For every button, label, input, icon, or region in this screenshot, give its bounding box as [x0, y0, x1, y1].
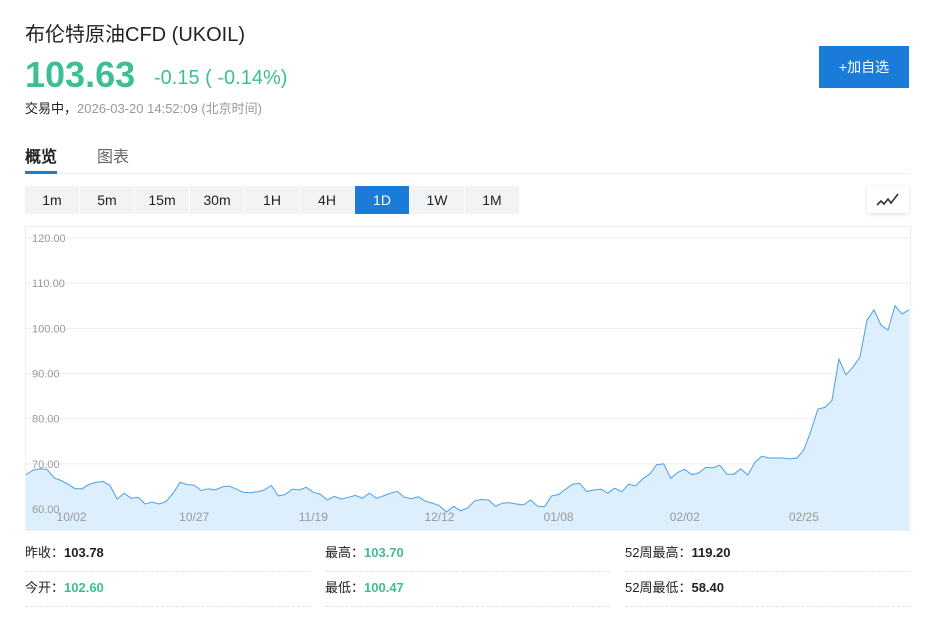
stat-label: 最低： [325, 580, 365, 595]
trading-status: 交易中，2026-03-20 14:52:09 (北京时间) [25, 98, 262, 117]
stat-value: 102.60 [64, 580, 104, 595]
stat-item: 52周最高：119.20 [625, 538, 910, 572]
stat-label: 52周最高： [625, 545, 692, 560]
price-change: -0.15 ( -0.14%) [154, 67, 288, 89]
y-tick-label: 80.00 [32, 414, 60, 426]
status-label: 交易中， [25, 101, 78, 116]
y-tick-label: 90.00 [32, 369, 60, 381]
period-1m[interactable]: 1m [25, 186, 80, 214]
period-selector: 1m 5m 15m 30m 1H 4H 1D 1W 1M [25, 186, 520, 214]
stat-item: 昨收：103.78 [25, 538, 310, 572]
line-chart-icon [876, 193, 899, 206]
stat-value: 58.40 [691, 580, 725, 595]
x-tick-label: 12/12 [424, 510, 454, 524]
stat-label: 今开： [25, 580, 65, 595]
price-chart-svg: 120.00110.00100.0090.0080.0070.0060.0010… [25, 233, 938, 530]
x-tick-label: 01/08 [544, 510, 574, 524]
tab-bar: 概览 图表 [25, 140, 909, 174]
chart-type-button[interactable] [867, 186, 909, 213]
x-tick-label: 02/25 [789, 510, 819, 524]
price-area [26, 305, 909, 530]
price-line [25, 304, 910, 513]
period-1M[interactable]: 1M [465, 186, 520, 214]
x-tick-label: 11/19 [299, 510, 328, 524]
stat-label: 昨收： [25, 545, 65, 560]
stat-item: 最高：103.70 [325, 538, 610, 572]
price-chart[interactable]: 120.00 110.00 100.00 90.00 80.00 70.00 60.00 10… [25, 226, 938, 531]
stat-value: 119.20 [691, 545, 731, 560]
period-30m[interactable]: 30m [190, 186, 245, 214]
stat-value: 100.47 [364, 580, 404, 595]
x-tick-label: 02/02 [670, 510, 700, 524]
tab-overview[interactable]: 概览 [25, 143, 58, 174]
stat-label: 52周最低： [625, 580, 692, 595]
period-4H[interactable]: 4H [300, 186, 355, 214]
stat-label: 最高： [325, 545, 365, 560]
period-1D[interactable]: 1D [355, 186, 410, 214]
x-tick-label: 10/27 [179, 510, 209, 524]
period-5m[interactable]: 5m [80, 186, 135, 214]
period-15m[interactable]: 15m [135, 186, 190, 214]
timestamp: 2026-03-20 14:52:09 (北京时间) [77, 101, 262, 116]
stat-item: 今开：102.60 [25, 573, 310, 607]
stat-item: 52周最低：58.40 [625, 573, 910, 607]
tab-chart[interactable]: 图表 [97, 149, 130, 166]
y-tick-label: 120.00 [32, 233, 66, 245]
stat-item: 最低：100.47 [325, 573, 610, 607]
period-1W[interactable]: 1W [410, 186, 465, 214]
x-tick-label: 10/02 [57, 510, 87, 524]
y-tick-label: 60.00 [32, 504, 60, 516]
period-1H[interactable]: 1H [245, 186, 300, 214]
instrument-title: 布伦特原油CFD (UKOIL) [25, 24, 245, 46]
y-tick-label: 100.00 [32, 323, 66, 335]
stat-value: 103.78 [64, 545, 104, 560]
stat-value: 103.70 [364, 545, 404, 560]
current-price: 103.63 [25, 54, 136, 95]
add-watchlist-button[interactable]: +加自选 [819, 46, 909, 88]
y-tick-label: 110.00 [32, 278, 65, 290]
y-tick-label: 70.00 [32, 459, 60, 471]
